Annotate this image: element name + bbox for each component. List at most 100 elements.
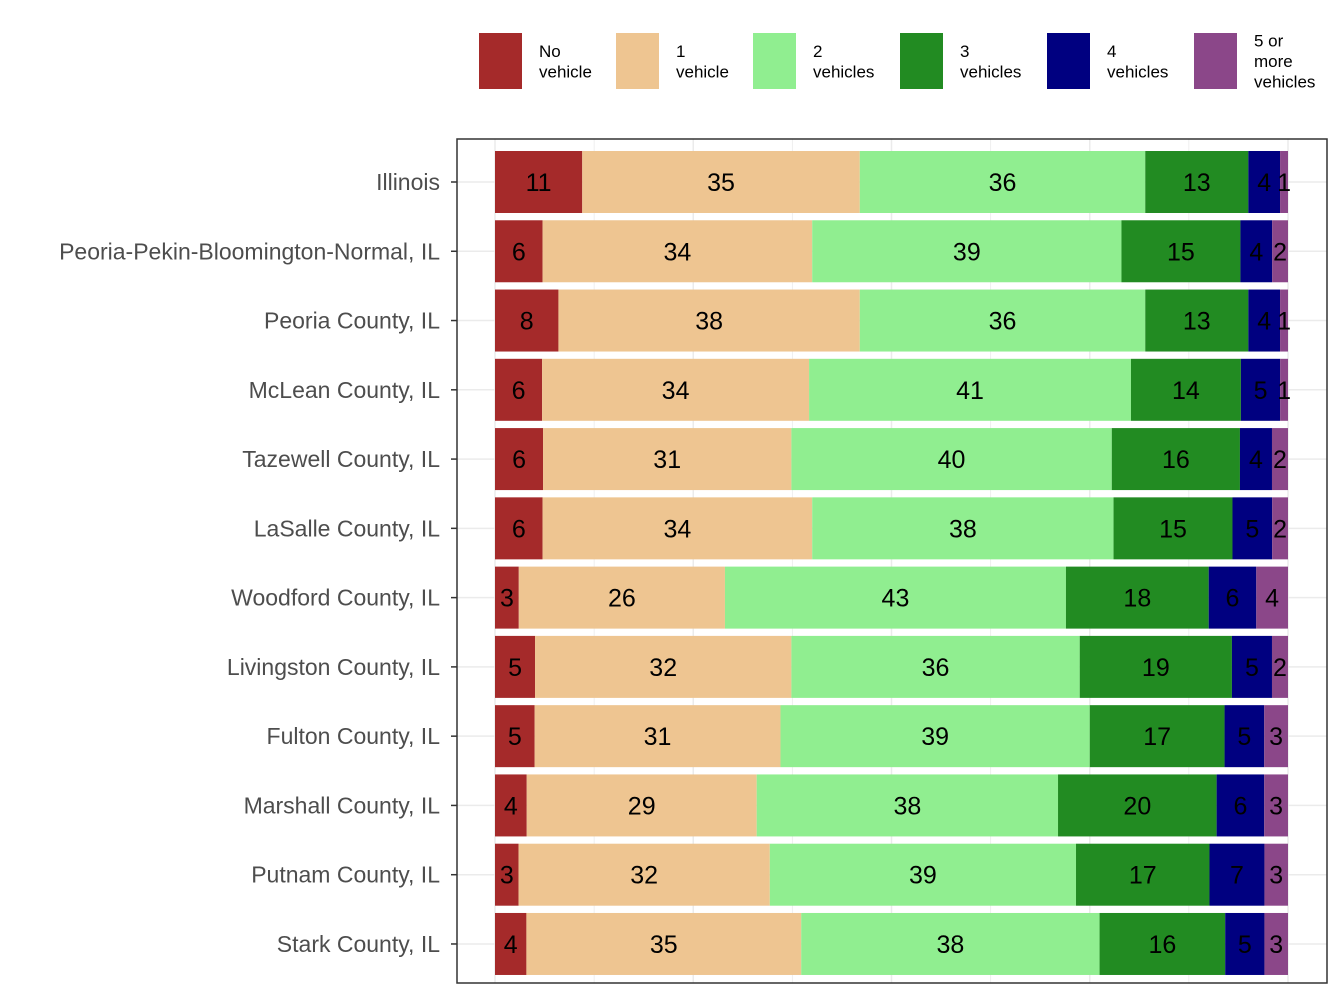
bar-woodford-county-il-4-vehicles bbox=[1208, 566, 1257, 629]
data-label-illinois-4-vehicles: 4 bbox=[1257, 169, 1271, 197]
data-label-stark-county-il-1-vehicle: 35 bbox=[650, 931, 678, 959]
legend-label-5-or-more-vehicles: 5 or more vehicles bbox=[1254, 32, 1315, 92]
data-label-woodford-county-il-1-vehicle: 26 bbox=[608, 585, 636, 613]
data-label-livingston-county-il-5-or-more-vehicles: 2 bbox=[1273, 654, 1287, 682]
bar-tazewell-county-il-2-vehicles bbox=[791, 428, 1112, 491]
data-label-woodford-county-il-4-vehicles: 6 bbox=[1226, 585, 1240, 613]
legend-label-3-vehicles: 3 vehicles bbox=[960, 42, 1021, 82]
data-label-mclean-county-il-2-vehicles: 41 bbox=[956, 377, 984, 405]
data-label-tazewell-county-il-no-vehicle: 6 bbox=[512, 446, 526, 474]
data-label-marshall-county-il-4-vehicles: 6 bbox=[1233, 792, 1247, 820]
bar-livingston-county-il-1-vehicle bbox=[535, 635, 792, 698]
data-label-peoria-pekin-bloomington-normal-il-5-or-more-vehicles: 2 bbox=[1273, 238, 1287, 266]
data-label-lasalle-county-il-no-vehicle: 6 bbox=[512, 515, 526, 543]
bar-illinois-no-vehicle bbox=[495, 151, 583, 213]
bar-tazewell-county-il-1-vehicle bbox=[543, 428, 792, 491]
legend-label-line: vehicles bbox=[1107, 62, 1168, 81]
bar-stark-county-il-3-vehicles bbox=[1099, 912, 1226, 975]
data-label-putnam-county-il-no-vehicle: 3 bbox=[500, 862, 514, 890]
data-label-stark-county-il-2-vehicles: 38 bbox=[936, 931, 964, 959]
data-label-woodford-county-il-2-vehicles: 43 bbox=[882, 585, 910, 613]
bar-lasalle-county-il-3-vehicles bbox=[1113, 497, 1233, 560]
bar-lasalle-county-il-no-vehicle bbox=[495, 497, 543, 560]
y-tick-label-stark-county-il: Stark County, IL bbox=[277, 931, 440, 957]
data-label-peoria-pekin-bloomington-normal-il-1-vehicle: 34 bbox=[663, 238, 691, 266]
y-tick-label-tazewell-county-il: Tazewell County, IL bbox=[242, 446, 440, 472]
bar-peoria-pekin-bloomington-normal-il-2-vehicles bbox=[812, 220, 1122, 283]
data-label-putnam-county-il-3-vehicles: 17 bbox=[1129, 862, 1157, 890]
bar-stark-county-il-2-vehicles bbox=[801, 912, 1100, 975]
data-label-fulton-county-il-4-vehicles: 5 bbox=[1237, 723, 1251, 751]
y-axis: Illinois Peoria-Pekin-Bloomington-Normal,… bbox=[59, 169, 457, 957]
bar-illinois-2-vehicles bbox=[859, 151, 1146, 213]
data-label-marshall-county-il-5-or-more-vehicles: 3 bbox=[1269, 792, 1283, 820]
bar-fulton-county-il-5-or-more-vehicles bbox=[1264, 705, 1288, 768]
bar-putnam-county-il-1-vehicle bbox=[518, 843, 770, 906]
bar-marshall-county-il-1-vehicle bbox=[526, 774, 757, 837]
data-label-lasalle-county-il-4-vehicles: 5 bbox=[1245, 515, 1259, 543]
legend-key-2-vehicles bbox=[753, 33, 796, 89]
data-label-livingston-county-il-2-vehicles: 36 bbox=[922, 654, 950, 682]
bar-fulton-county-il-2-vehicles bbox=[780, 705, 1090, 768]
data-label-peoria-county-il-3-vehicles: 13 bbox=[1183, 308, 1211, 336]
legend-label-line: No bbox=[539, 42, 561, 61]
data-label-woodford-county-il-5-or-more-vehicles: 4 bbox=[1265, 585, 1279, 613]
legend-label-4-vehicles: 4 vehicles bbox=[1107, 42, 1168, 82]
y-tick-label-lasalle-county-il: LaSalle County, IL bbox=[254, 515, 440, 541]
data-label-putnam-county-il-1-vehicle: 32 bbox=[630, 862, 658, 890]
bar-fulton-county-il-4-vehicles bbox=[1224, 705, 1265, 768]
bar-marshall-county-il-5-or-more-vehicles bbox=[1264, 774, 1288, 837]
data-label-woodford-county-il-no-vehicle: 3 bbox=[500, 585, 514, 613]
data-label-lasalle-county-il-5-or-more-vehicles: 2 bbox=[1273, 515, 1287, 543]
data-label-lasalle-county-il-2-vehicles: 38 bbox=[949, 515, 977, 543]
bar-mclean-county-il-5-or-more-vehicles bbox=[1280, 358, 1288, 421]
bar-stark-county-il-5-or-more-vehicles bbox=[1264, 912, 1288, 975]
bar-peoria-pekin-bloomington-normal-il-1-vehicle bbox=[542, 220, 813, 283]
data-label-tazewell-county-il-3-vehicles: 16 bbox=[1162, 446, 1190, 474]
bar-putnam-county-il-4-vehicles bbox=[1209, 843, 1265, 906]
bar-tazewell-county-il-no-vehicle bbox=[495, 428, 544, 491]
bar-livingston-county-il-2-vehicles bbox=[791, 635, 1080, 698]
bar-putnam-county-il-2-vehicles bbox=[769, 843, 1077, 906]
bar-peoria-county-il-no-vehicle bbox=[495, 289, 559, 352]
legend-key-4-vehicles bbox=[1047, 33, 1090, 89]
data-label-lasalle-county-il-1-vehicle: 34 bbox=[663, 515, 691, 543]
bar-woodford-county-il-2-vehicles bbox=[724, 566, 1066, 629]
data-label-marshall-county-il-1-vehicle: 29 bbox=[628, 792, 656, 820]
bar-illinois-5-or-more-vehicles bbox=[1280, 151, 1288, 213]
bar-woodford-county-il-5-or-more-vehicles bbox=[1256, 566, 1288, 629]
bar-fulton-county-il-3-vehicles bbox=[1089, 705, 1225, 768]
bar-livingston-county-il-no-vehicle bbox=[495, 635, 536, 698]
bar-peoria-county-il-4-vehicles bbox=[1248, 289, 1281, 352]
y-tick-label-livingston-county-il: Livingston County, IL bbox=[227, 654, 440, 680]
data-label-tazewell-county-il-5-or-more-vehicles: 2 bbox=[1273, 446, 1287, 474]
data-label-stark-county-il-5-or-more-vehicles: 3 bbox=[1269, 931, 1283, 959]
bar-peoria-pekin-bloomington-normal-il-3-vehicles bbox=[1121, 220, 1241, 283]
data-label-woodford-county-il-3-vehicles: 18 bbox=[1123, 585, 1151, 613]
bar-mclean-county-il-1-vehicle bbox=[542, 358, 810, 421]
bar-peoria-county-il-5-or-more-vehicles bbox=[1280, 289, 1288, 352]
bar-mclean-county-il-2-vehicles bbox=[809, 358, 1131, 421]
data-label-illinois-3-vehicles: 13 bbox=[1183, 169, 1211, 197]
data-label-peoria-county-il-5-or-more-vehicles: 1 bbox=[1277, 308, 1291, 336]
legend-label-line: vehicles bbox=[1254, 73, 1315, 92]
data-label-putnam-county-il-2-vehicles: 39 bbox=[909, 862, 937, 890]
data-label-peoria-county-il-no-vehicle: 8 bbox=[520, 308, 534, 336]
data-label-peoria-county-il-1-vehicle: 38 bbox=[695, 308, 723, 336]
panel-border bbox=[456, 138, 1328, 984]
bar-livingston-county-il-4-vehicles bbox=[1231, 635, 1272, 698]
bar-stark-county-il-4-vehicles bbox=[1225, 912, 1265, 975]
data-label-mclean-county-il-5-or-more-vehicles: 1 bbox=[1277, 377, 1291, 405]
bar-lasalle-county-il-2-vehicles bbox=[812, 497, 1114, 560]
bar-woodford-county-il-3-vehicles bbox=[1065, 566, 1209, 629]
bar-lasalle-county-il-5-or-more-vehicles bbox=[1272, 497, 1288, 560]
y-tick-label-marshall-county-il: Marshall County, IL bbox=[244, 792, 441, 818]
segment-labels: 11 35 36 13 4 16 34 39 15 4 28 38 36 13 4 16 34 41 14 5 16 31… bbox=[500, 169, 1291, 959]
bar-mclean-county-il-no-vehicle bbox=[495, 358, 543, 421]
data-label-illinois-no-vehicle: 11 bbox=[526, 169, 552, 197]
legend-label-1-vehicle: 1 vehicle bbox=[676, 42, 729, 82]
bar-peoria-pekin-bloomington-normal-il-5-or-more-vehicles bbox=[1272, 220, 1288, 283]
legend-key-1-vehicle bbox=[616, 33, 659, 89]
